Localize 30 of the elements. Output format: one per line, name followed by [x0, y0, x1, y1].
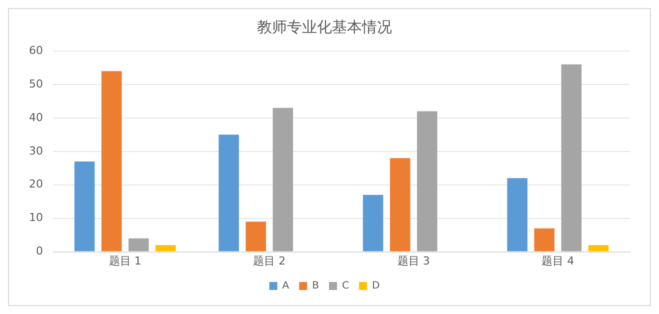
legend-label: B	[312, 280, 320, 292]
x-tick-label: 题目 4	[542, 254, 574, 268]
x-tick-label: 题目 3	[397, 254, 430, 268]
bar	[128, 238, 149, 252]
bar	[272, 108, 294, 252]
y-tick-label: 40	[28, 110, 43, 124]
y-tick-label: 50	[28, 77, 43, 90]
bar	[156, 245, 176, 252]
bar	[218, 134, 239, 252]
legend-label: C	[342, 280, 350, 292]
bar	[101, 71, 122, 252]
bar	[74, 161, 95, 252]
y-tick-label: 0	[36, 244, 43, 258]
bar	[362, 194, 384, 252]
bar	[417, 111, 438, 252]
bar	[588, 245, 609, 252]
legend-label: A	[282, 280, 290, 292]
y-tick-label: 10	[28, 211, 43, 224]
bar	[534, 228, 554, 252]
bar	[390, 158, 410, 252]
legend-label: D	[372, 280, 380, 292]
bar	[246, 222, 266, 252]
y-tick-label: 20	[28, 178, 43, 191]
y-tick-label: 30	[28, 144, 43, 158]
bar	[561, 64, 582, 252]
x-tick-label: 题目 1	[108, 254, 142, 268]
y-tick-label: 60	[28, 44, 43, 57]
bar	[507, 178, 528, 252]
x-tick-label: 题目 2	[253, 254, 286, 268]
chart-title: 教师专业化基本情况	[257, 18, 392, 36]
